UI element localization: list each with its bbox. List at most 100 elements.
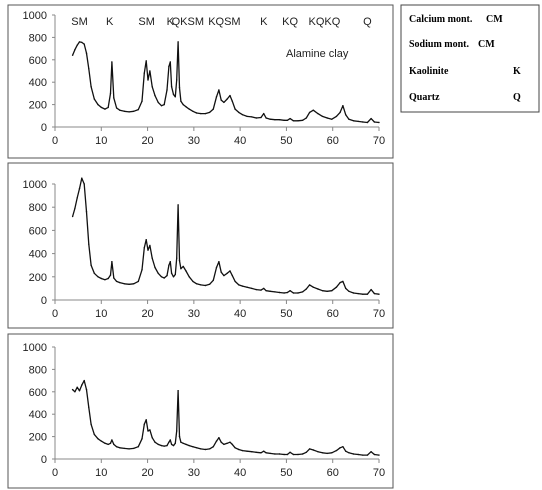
data-point	[246, 286, 248, 288]
data-point	[188, 276, 190, 278]
data-point	[128, 448, 130, 450]
data-point	[362, 121, 364, 123]
data-point	[283, 292, 285, 294]
data-point	[212, 279, 214, 281]
peak-label: KQKQ	[308, 16, 340, 28]
x-tick-label: 30	[188, 135, 200, 147]
data-point	[151, 257, 153, 259]
legend-box: Calcium mont. CM Sodium mont. CM Kaolini…	[400, 4, 540, 113]
x-tick-label: 30	[188, 308, 200, 320]
data-point	[339, 111, 341, 114]
data-point	[265, 290, 267, 292]
data-point	[231, 443, 233, 446]
data-point	[176, 257, 178, 259]
data-point	[71, 54, 74, 56]
data-point	[212, 446, 214, 448]
data-point	[104, 279, 106, 281]
data-point	[151, 86, 153, 88]
data-point	[370, 451, 372, 453]
x-tick-label: 40	[234, 467, 246, 479]
data-point	[78, 390, 81, 392]
x-tick-label: 0	[52, 308, 58, 320]
x-tick-label: 70	[373, 135, 385, 147]
data-point	[143, 423, 145, 425]
data-point	[357, 453, 359, 456]
y-tick-label: 0	[41, 454, 47, 466]
panel-frame	[7, 162, 394, 329]
data-point	[218, 89, 220, 91]
data-point	[74, 49, 76, 51]
data-point	[107, 277, 109, 280]
data-point	[366, 454, 369, 456]
data-point	[357, 120, 359, 123]
data-point	[265, 117, 267, 119]
series-points-1	[71, 379, 380, 456]
data-point	[238, 284, 240, 286]
data-point	[169, 439, 171, 441]
data-point	[246, 115, 248, 118]
data-point	[157, 272, 159, 274]
data-point	[172, 93, 175, 96]
data-point	[317, 451, 319, 453]
peak-label: K	[260, 16, 268, 28]
chart-panel-3: 0 200 400 600 800 1000 0 10 20 30 40 50 60 70	[7, 333, 394, 489]
data-point	[174, 273, 176, 276]
peak-label: K	[106, 16, 114, 28]
data-point	[335, 286, 338, 288]
data-point	[378, 293, 380, 295]
peak-label: SM	[138, 16, 155, 28]
data-point	[168, 264, 170, 266]
data-point	[188, 108, 190, 110]
data-point	[195, 447, 198, 449]
data-point	[174, 442, 176, 444]
data-point	[178, 435, 181, 438]
y-tick-label: 0	[41, 295, 47, 307]
data-point	[278, 453, 281, 455]
data-point	[378, 121, 380, 124]
y-tick-label: 600	[29, 387, 47, 399]
data-point	[345, 114, 347, 116]
data-point	[378, 454, 380, 456]
series-line-1	[71, 41, 380, 124]
legend-frame	[400, 4, 540, 113]
data-point	[260, 289, 262, 291]
data-point	[166, 274, 168, 277]
data-point	[81, 177, 83, 179]
y-tick-label: 1000	[23, 342, 47, 354]
data-point	[141, 269, 143, 271]
data-point	[200, 112, 202, 115]
data-point	[83, 183, 85, 185]
data-point	[107, 443, 109, 446]
data-point	[255, 288, 257, 291]
series-line-1	[72, 379, 380, 456]
data-point	[109, 442, 112, 444]
y-tick-label: 800	[29, 32, 47, 44]
data-point	[238, 448, 240, 451]
x-tick-label: 40	[234, 308, 246, 320]
data-point	[90, 423, 92, 425]
data-point	[128, 111, 130, 113]
data-point	[100, 277, 103, 280]
data-point	[263, 112, 265, 115]
x-tick-label: 20	[141, 467, 153, 479]
data-point	[321, 290, 324, 292]
data-point	[182, 442, 184, 444]
data-point	[292, 292, 295, 294]
data-point	[163, 103, 165, 106]
data-point	[163, 445, 165, 447]
x-tick-label: 0	[52, 467, 58, 479]
data-point	[331, 452, 333, 454]
data-point	[301, 291, 304, 293]
data-point	[269, 290, 271, 292]
legend-name-kaolinite: Kaolinite	[409, 66, 449, 77]
data-point	[154, 441, 156, 443]
peak-label: KQSM	[208, 16, 240, 28]
data-point	[339, 281, 341, 284]
peak-label: K	[167, 16, 175, 28]
y-tick-label: 200	[29, 100, 47, 112]
data-point	[269, 118, 271, 120]
data-point	[373, 121, 376, 123]
data-point	[170, 272, 173, 274]
data-point	[301, 119, 304, 122]
